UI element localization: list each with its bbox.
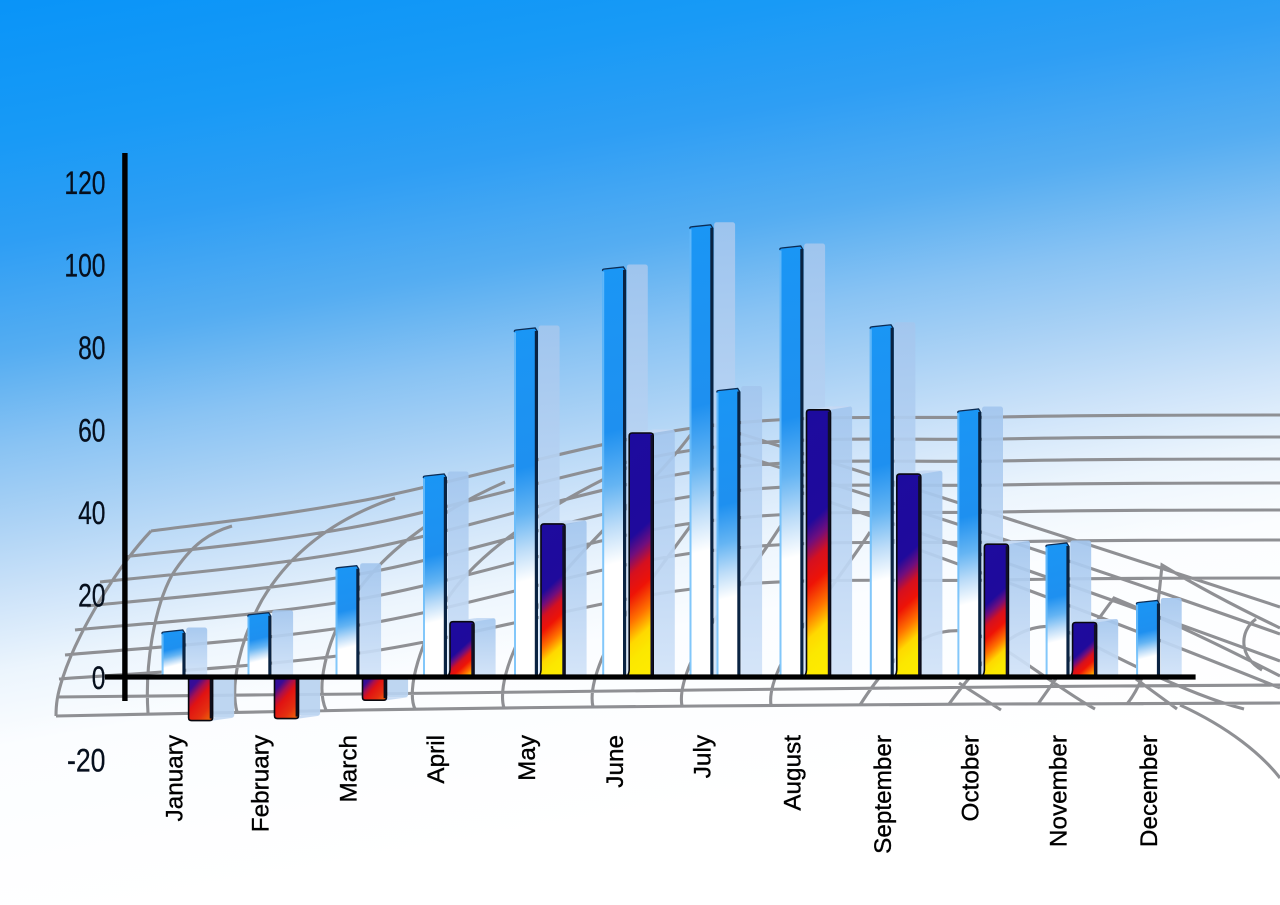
svg-text:20: 20 (78, 577, 105, 613)
svg-text:January: January (162, 734, 189, 821)
svg-text:120: 120 (64, 165, 105, 201)
svg-text:December: December (1136, 735, 1163, 847)
svg-text:November: November (1046, 735, 1073, 847)
svg-text:100: 100 (64, 247, 105, 283)
svg-text:80: 80 (78, 330, 105, 366)
svg-text:0: 0 (92, 660, 106, 696)
svg-text:April: April (423, 735, 450, 784)
svg-text:40: 40 (78, 495, 105, 531)
svg-text:May: May (514, 734, 541, 781)
svg-text:July: July (690, 734, 717, 778)
svg-text:-20: -20 (67, 742, 106, 778)
svg-text:September: September (870, 735, 897, 854)
svg-text:60: 60 (78, 412, 105, 448)
svg-text:March: March (336, 735, 363, 803)
svg-text:October: October (957, 735, 984, 821)
svg-text:February: February (248, 734, 275, 832)
svg-text:August: August (780, 735, 807, 811)
svg-text:June: June (602, 735, 629, 788)
